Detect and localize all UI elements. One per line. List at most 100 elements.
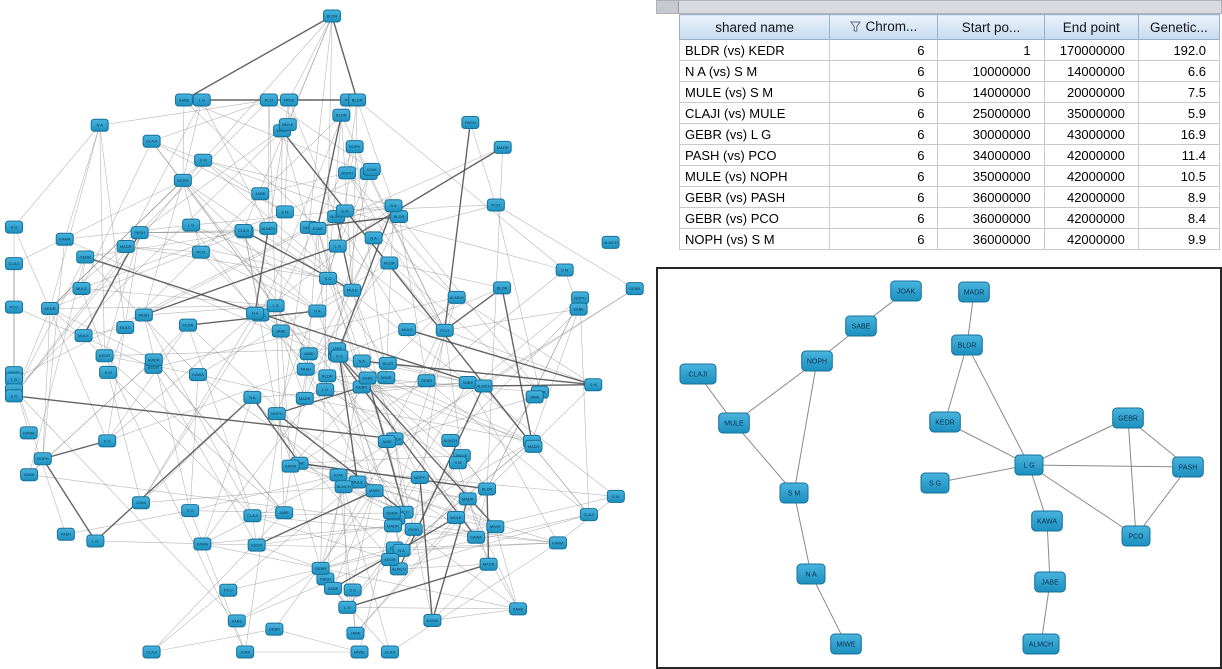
network-node[interactable]: NOPH	[801, 350, 833, 372]
network-node[interactable]: S M	[448, 456, 467, 470]
network-edge[interactable]	[284, 173, 369, 213]
table-cell[interactable]: 8.4	[1137, 207, 1221, 229]
network-edge[interactable]	[398, 563, 489, 570]
network-node[interactable]: PCO	[191, 245, 210, 259]
network-edge[interactable]	[189, 374, 199, 511]
network-node[interactable]: CLAJI	[5, 257, 23, 271]
network-node[interactable]: SABE	[20, 468, 39, 482]
network-node[interactable]: N A	[308, 304, 327, 318]
filtered-network-view[interactable]: JOAK MADR SABE BLDR NOPH CLAJI KEDR GEBR MULE L G…	[656, 267, 1222, 669]
network-node[interactable]: MIWE	[365, 484, 384, 498]
network-edge[interactable]	[304, 398, 532, 442]
network-edge[interactable]	[276, 413, 406, 513]
network-node[interactable]: CLAJI	[142, 645, 161, 659]
table-cell[interactable]: GEBR (vs) PCO	[678, 207, 831, 229]
network-node[interactable]: PASH	[56, 527, 75, 541]
network-edge[interactable]	[13, 389, 237, 622]
network-edge[interactable]	[284, 99, 290, 212]
network-edge[interactable]	[260, 99, 350, 316]
network-edge[interactable]	[151, 140, 345, 212]
network-node[interactable]: N A	[384, 199, 403, 213]
network-edge[interactable]	[337, 146, 504, 247]
network-edge[interactable]	[202, 543, 321, 569]
network-edge[interactable]	[467, 382, 559, 543]
network-node[interactable]: GEBR	[76, 250, 95, 264]
network-node[interactable]: JOAK	[890, 280, 922, 302]
network-edge[interactable]	[81, 141, 152, 289]
network-edge[interactable]	[290, 465, 420, 478]
network-edge[interactable]	[299, 455, 462, 464]
network-edge[interactable]	[351, 290, 395, 439]
network-node[interactable]: GEBR	[311, 561, 330, 575]
network-node[interactable]: MULE	[718, 412, 750, 434]
table-cell[interactable]: 42000000	[1043, 228, 1139, 250]
small-network-canvas[interactable]: JOAK MADR SABE BLDR NOPH CLAJI KEDR GEBR MULE L G…	[658, 269, 1220, 667]
network-edge[interactable]	[337, 169, 373, 247]
network-edge[interactable]	[197, 374, 305, 399]
network-edge[interactable]	[398, 216, 427, 381]
network-edge[interactable]	[444, 330, 463, 456]
table-row[interactable]: N A (vs) S M 6 10000000 14000000 6.6	[678, 60, 1221, 82]
network-edge[interactable]	[332, 490, 375, 589]
network-edge[interactable]	[50, 305, 276, 309]
network-node[interactable]: JABE	[525, 390, 544, 404]
table-cell[interactable]: 36000000	[937, 228, 1045, 250]
network-node[interactable]: KAWA	[548, 536, 567, 550]
network-edge[interactable]	[327, 278, 389, 364]
network-node[interactable]: MIWE	[377, 371, 396, 385]
table-cell[interactable]: 42000000	[1043, 186, 1139, 208]
network-edge[interactable]	[344, 210, 565, 271]
network-edge[interactable]	[95, 540, 257, 546]
network-edge[interactable]	[320, 547, 395, 569]
network-edge[interactable]	[579, 297, 590, 515]
network-node[interactable]: PASH	[296, 362, 315, 376]
network-edge[interactable]	[107, 372, 253, 516]
network-edge[interactable]	[99, 125, 126, 328]
network-node[interactable]: CLAJI	[234, 223, 253, 237]
network-node[interactable]: NOPH	[410, 471, 429, 485]
network-node[interactable]: BLDR	[318, 369, 337, 383]
network-node[interactable]: L G	[192, 93, 211, 107]
network-node[interactable]: BLDR	[478, 482, 497, 496]
table-cell[interactable]: 9.9	[1137, 228, 1221, 250]
network-edge[interactable]	[276, 413, 300, 464]
network-edge[interactable]	[153, 359, 285, 513]
network-node[interactable]: SABE	[227, 614, 246, 628]
network-edge[interactable]	[190, 224, 256, 314]
network-edge[interactable]	[201, 99, 269, 229]
network-edge[interactable]	[299, 462, 488, 490]
network-node[interactable]: MULE	[398, 323, 417, 337]
network-edge[interactable]	[347, 455, 463, 608]
network-node[interactable]: S M	[194, 153, 213, 167]
network-edge[interactable]	[252, 515, 477, 538]
network-edge[interactable]	[966, 344, 1030, 466]
main-network-view[interactable]: BLDR KEDR MULE NOPH GEBR PASH PCO CLAJI SABE JOAK…	[0, 0, 654, 669]
network-edge[interactable]	[367, 377, 388, 442]
network-edge[interactable]	[385, 205, 394, 378]
table-cell[interactable]: 35000000	[1043, 102, 1139, 124]
table-row[interactable]: PASH (vs) PCO 6 34000000 42000000 11.4	[678, 144, 1221, 166]
network-edge[interactable]	[1127, 417, 1137, 537]
network-edge[interactable]	[268, 99, 372, 170]
network-edge[interactable]	[13, 130, 283, 391]
network-node[interactable]: KAWA	[1031, 510, 1063, 532]
network-edge[interactable]	[331, 15, 358, 101]
network-edge[interactable]	[355, 517, 457, 634]
network-node[interactable]: SABE	[845, 315, 877, 337]
network-edge[interactable]	[304, 398, 496, 528]
network-edge[interactable]	[367, 377, 459, 463]
table-cell[interactable]: 6	[829, 81, 939, 103]
network-edge[interactable]	[182, 180, 202, 253]
column-header-1[interactable]: Chrom...	[829, 14, 939, 40]
table-cell[interactable]: 192.0	[1137, 39, 1221, 61]
network-edge[interactable]	[140, 314, 261, 503]
network-node[interactable]: MADR	[116, 239, 135, 253]
network-edge[interactable]	[182, 99, 203, 181]
network-node[interactable]: S G	[5, 389, 23, 403]
network-edge[interactable]	[202, 160, 286, 213]
network-edge[interactable]	[64, 224, 192, 240]
network-edge[interactable]	[944, 344, 968, 423]
network-node[interactable]: NOPH	[571, 291, 590, 305]
table-cell[interactable]: 6	[829, 60, 939, 82]
network-node[interactable]: S G	[920, 472, 950, 494]
